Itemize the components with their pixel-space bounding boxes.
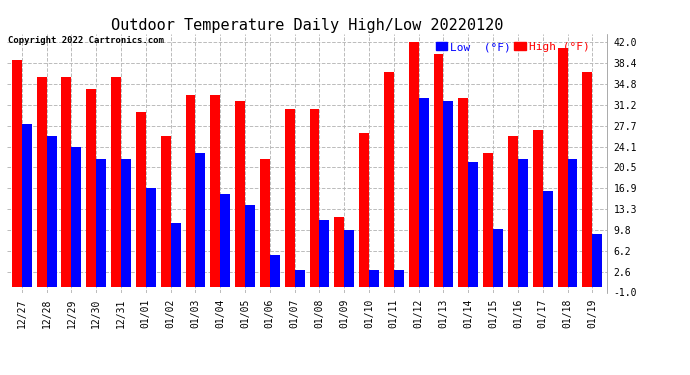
Bar [47, 135, 57, 286]
Bar [582, 72, 592, 286]
Bar [335, 217, 344, 286]
Bar [384, 72, 394, 286]
Bar [285, 110, 295, 286]
Bar [86, 89, 96, 286]
Bar [433, 54, 444, 286]
Bar [592, 234, 602, 286]
Bar [518, 159, 528, 286]
Bar [96, 159, 106, 286]
Bar [419, 98, 428, 286]
Bar [319, 220, 329, 286]
Bar [37, 77, 47, 286]
Bar [359, 133, 369, 286]
Bar [121, 159, 131, 286]
Bar [567, 159, 578, 286]
Bar [111, 77, 121, 286]
Bar [533, 130, 543, 286]
Bar [469, 162, 478, 286]
Bar [260, 159, 270, 286]
Bar [558, 48, 567, 286]
Bar [136, 112, 146, 286]
Bar [394, 270, 404, 286]
Bar [210, 95, 220, 286]
Title: Outdoor Temperature Daily High/Low 20220120: Outdoor Temperature Daily High/Low 20220… [111, 18, 503, 33]
Bar [408, 42, 419, 286]
Bar [483, 153, 493, 286]
Bar [71, 147, 81, 286]
Bar [220, 194, 230, 286]
Bar [146, 188, 156, 286]
Bar [170, 223, 181, 286]
Bar [543, 191, 553, 286]
Bar [12, 60, 22, 286]
Bar [295, 270, 304, 286]
Bar [444, 100, 453, 286]
Bar [493, 228, 503, 286]
Bar [270, 255, 279, 286]
Bar [344, 230, 354, 286]
Bar [235, 100, 245, 286]
Bar [186, 95, 195, 286]
Bar [458, 98, 469, 286]
Text: Copyright 2022 Cartronics.com: Copyright 2022 Cartronics.com [8, 36, 164, 45]
Bar [310, 110, 319, 286]
Bar [195, 153, 206, 286]
Bar [508, 135, 518, 286]
Bar [161, 135, 170, 286]
Legend: Low  (°F), High (°F): Low (°F), High (°F) [436, 42, 590, 52]
Bar [22, 124, 32, 286]
Bar [61, 77, 71, 286]
Bar [369, 270, 379, 286]
Bar [245, 205, 255, 286]
